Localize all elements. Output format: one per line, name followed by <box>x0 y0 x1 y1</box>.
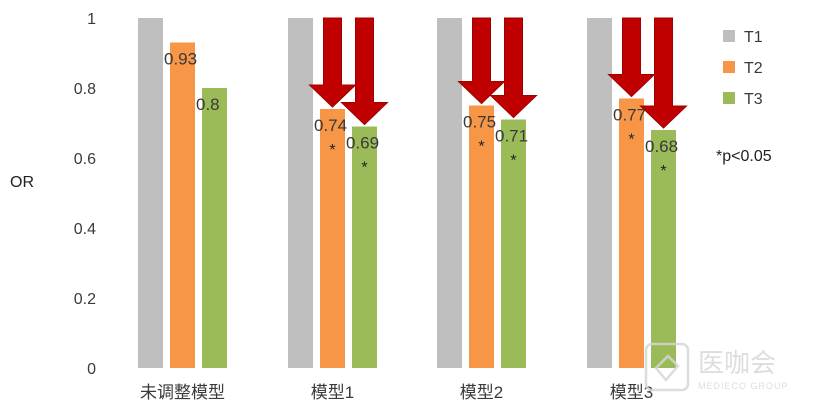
bar-t3 <box>651 130 676 368</box>
watermark-icon <box>644 342 690 392</box>
category-label: 模型1 <box>311 383 354 402</box>
category-label: 未调整模型 <box>140 383 225 402</box>
data-label: 0.8 <box>196 95 220 114</box>
legend-swatch <box>723 30 735 42</box>
legend-label: T1 <box>744 29 763 46</box>
bar-t2 <box>469 105 494 368</box>
y-axis: 0 0.2 0.4 0.6 0.8 1 <box>74 11 96 378</box>
down-arrow-icon <box>607 17 656 98</box>
watermark-name: 医咖会 <box>698 348 776 378</box>
bar-t2 <box>619 98 644 368</box>
data-label: 0.75 <box>463 113 496 132</box>
legend: T1 T2 T3 <box>723 29 763 108</box>
bar-t2 <box>170 42 195 368</box>
bar-t2 <box>320 109 345 368</box>
legend-label: T2 <box>744 60 763 77</box>
data-label: 0.69 <box>346 134 379 153</box>
significance-star: * <box>510 153 516 170</box>
data-label: 0.93 <box>164 50 197 69</box>
significance-star: * <box>329 142 335 159</box>
x-axis-labels: 未调整模型 模型1 模型2 模型3 <box>140 383 653 402</box>
legend-label: T3 <box>744 91 763 108</box>
bar-t1 <box>288 18 313 368</box>
bars <box>138 18 676 368</box>
significance-star: * <box>361 160 367 177</box>
down-arrow-icon <box>308 17 357 108</box>
significance-star: * <box>660 163 666 180</box>
legend-swatch <box>723 61 735 73</box>
y-tick-label: 0.6 <box>74 151 96 168</box>
y-tick-label: 1 <box>87 11 96 28</box>
bar-t3 <box>202 88 227 368</box>
bar-t3 <box>352 126 377 368</box>
data-labels: 0.93 0.74 * 0.75 * 0.77 * 0.8 0.69 * 0.71 * 0.68 * <box>164 50 678 181</box>
watermark-subtitle: MEDIECO GROUP <box>698 381 789 391</box>
bar-t1 <box>587 18 612 368</box>
y-tick-label: 0.8 <box>74 81 96 98</box>
significance-star: * <box>478 139 484 156</box>
data-label: 0.68 <box>645 137 678 156</box>
y-tick-label: 0 <box>87 361 96 378</box>
down-arrow-icon <box>340 17 389 126</box>
y-tick-label: 0.2 <box>74 291 96 308</box>
data-label: 0.74 <box>314 116 347 135</box>
watermark-logo: 医咖会 MEDIECO GROUP <box>644 342 789 392</box>
data-label: 0.71 <box>495 127 528 146</box>
down-arrow-icon <box>639 17 688 129</box>
arrows <box>308 17 688 129</box>
y-axis-title: OR <box>10 174 34 191</box>
down-arrow-icon <box>489 17 538 119</box>
down-arrow-icon <box>457 17 506 105</box>
significance-note: *p<0.05 <box>716 148 772 165</box>
category-label: 模型3 <box>610 383 653 402</box>
category-label: 模型2 <box>460 383 503 402</box>
significance-star: * <box>628 132 634 149</box>
bar-t1 <box>138 18 163 368</box>
bar-t3 <box>501 119 526 368</box>
bar-t1 <box>437 18 462 368</box>
data-label: 0.77 <box>613 106 646 125</box>
y-tick-label: 0.4 <box>74 221 96 238</box>
legend-swatch <box>723 92 735 104</box>
